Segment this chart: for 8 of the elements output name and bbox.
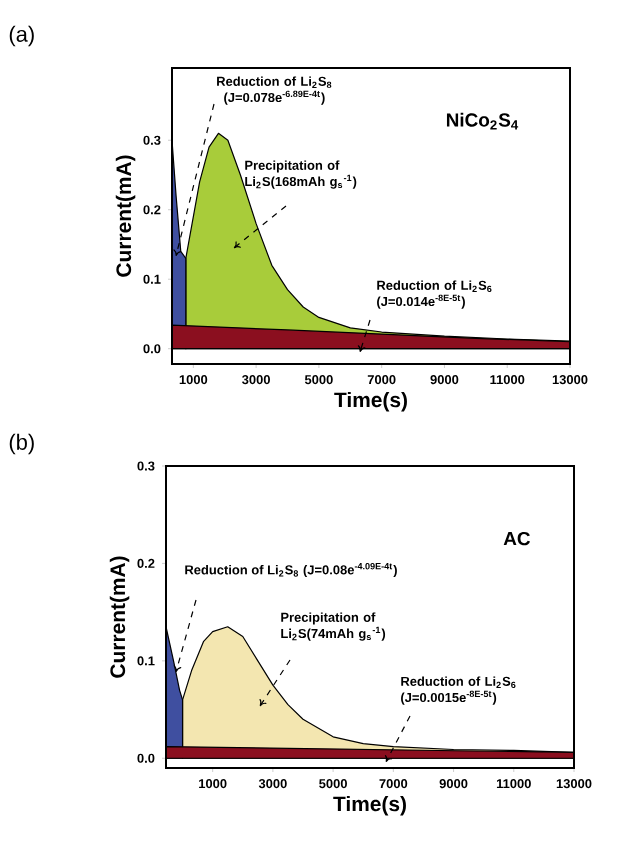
x-axis-title: Time(s)	[333, 795, 406, 816]
text: AC	[503, 531, 531, 546]
text: (a)	[9, 25, 34, 47]
x-axis-title: Time(s)	[334, 391, 407, 412]
y-axis-title: Current(mA)	[115, 155, 136, 277]
text: (b)	[9, 433, 34, 455]
text: NiCo$_{2}$S$_{4}$	[446, 112, 519, 130]
y-axis-title: Current(mA)	[109, 556, 130, 678]
